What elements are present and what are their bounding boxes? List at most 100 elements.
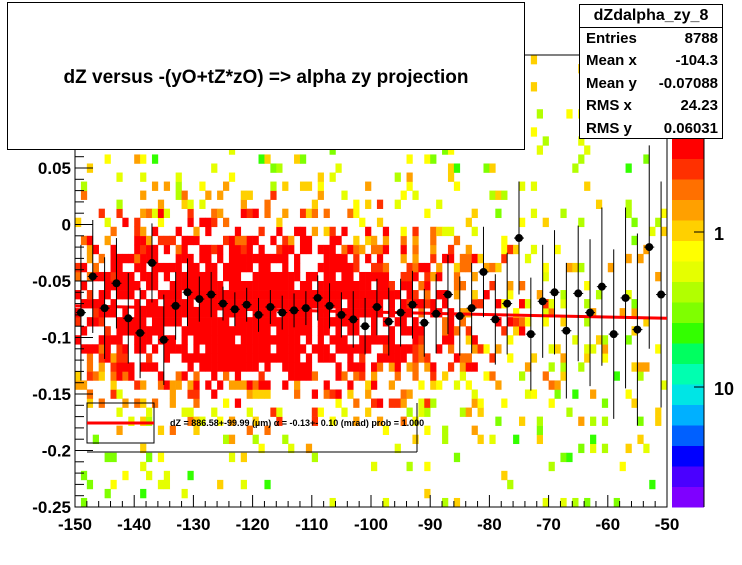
heatmap-cell [175,380,182,390]
heatmap-cell [294,253,301,264]
heatmap-cell [371,335,378,345]
heatmap-cell [317,281,324,291]
heatmap-cell [234,235,242,246]
heatmap-cell [223,353,230,363]
heatmap-cell [140,190,147,200]
heatmap-cell [430,271,437,282]
heatmap-cell [519,326,526,336]
heatmap-cell [305,371,313,381]
heatmap-cell [270,253,277,264]
heatmap-cell [323,380,330,390]
heatmap-cell [400,226,407,237]
heatmap-cell [110,362,117,372]
heatmap-cell [116,407,123,417]
heatmap-cell [264,299,271,309]
heatmap-cell [430,380,437,390]
heatmap-cell [110,380,117,390]
heatmap-cell [98,317,105,327]
heatmap-cell [122,326,129,336]
heatmap-cell [228,416,236,426]
profile-point [230,305,239,314]
heatmap-cell [246,262,253,273]
heatmap-cell [163,308,171,318]
heatmap-cell [353,344,360,354]
heatmap-cell [335,335,342,345]
heatmap-cell [524,389,532,399]
heatmap-cell [270,335,277,345]
heatmap-cell [104,154,111,164]
heatmap-cell [205,217,212,228]
heatmap-cell [282,299,289,309]
heatmap-cell [637,434,644,445]
heatmap-cell [157,326,165,336]
heatmap-cell [359,217,366,228]
heatmap-cell [252,353,259,363]
heatmap-cell [453,353,461,363]
profile-point [597,282,606,291]
heatmap-cell [104,281,111,291]
heatmap-cell [211,281,218,291]
heatmap-cell [228,362,236,372]
heatmap-cell [228,262,236,273]
heatmap-cell [465,407,472,417]
heatmap-cell [507,290,514,300]
heatmap-cell [134,281,141,291]
heatmap-cell [276,344,283,354]
profile-point [313,293,322,302]
heatmap-cell [625,443,632,454]
heatmap-cell [264,317,271,327]
heatmap-cell [489,190,496,200]
stats-name: dZdalpha_zy_8 [580,5,722,28]
heatmap-cell [193,389,200,399]
heatmap-cell [501,326,508,336]
profile-point [467,304,476,313]
heatmap-cell [122,217,129,228]
profile-point [88,272,97,281]
heatmap-cell [163,244,171,255]
heatmap-cell [246,326,253,336]
heatmap-cell [163,181,171,191]
heatmap-cell [335,371,342,381]
heatmap-cell [359,244,366,255]
heatmap-cell [282,380,289,390]
heatmap-cell [495,262,502,273]
heatmap-cell [424,299,431,309]
heatmap-cell [311,407,319,417]
heatmap-cell [228,452,236,463]
heatmap-cell [282,434,289,445]
heatmap-cell [264,271,271,282]
heatmap-cell [601,398,609,408]
heatmap-cell [335,163,342,173]
heatmap-cell [169,262,176,273]
heatmap-cell [329,281,336,291]
heatmap-cell [98,290,105,300]
heatmap-cell [477,344,484,354]
x-tick-label: -80 [477,515,502,534]
heatmap-cell [264,290,271,300]
heatmap-cell [140,317,147,327]
heatmap-cell [299,326,307,336]
stats-value: -104.3 [675,52,718,70]
heatmap-cell [211,244,218,255]
stats-row-mean-y: Mean y -0.07088 [580,73,722,95]
heatmap-cell [282,208,289,219]
heatmap-cell [181,253,188,264]
stats-key: Mean y [586,74,637,92]
stats-row-rms-y: RMS y 0.06031 [580,118,722,140]
heatmap-cell [116,389,123,399]
heatmap-cell [240,326,247,336]
heatmap-cell [323,281,330,291]
heatmap-cell [217,208,224,219]
heatmap-cell [157,262,165,273]
heatmap-cell [294,290,301,300]
heatmap-cell [116,199,123,209]
heatmap-cell [211,362,218,372]
heatmap-cell [341,281,348,291]
heatmap-cell [424,154,431,164]
heatmap-cell [110,226,117,237]
heatmap-cell [412,190,419,200]
heatmap-cell [412,244,419,255]
heatmap-cell [388,353,395,363]
heatmap-cell [329,389,336,399]
heatmap-cell [359,362,366,372]
